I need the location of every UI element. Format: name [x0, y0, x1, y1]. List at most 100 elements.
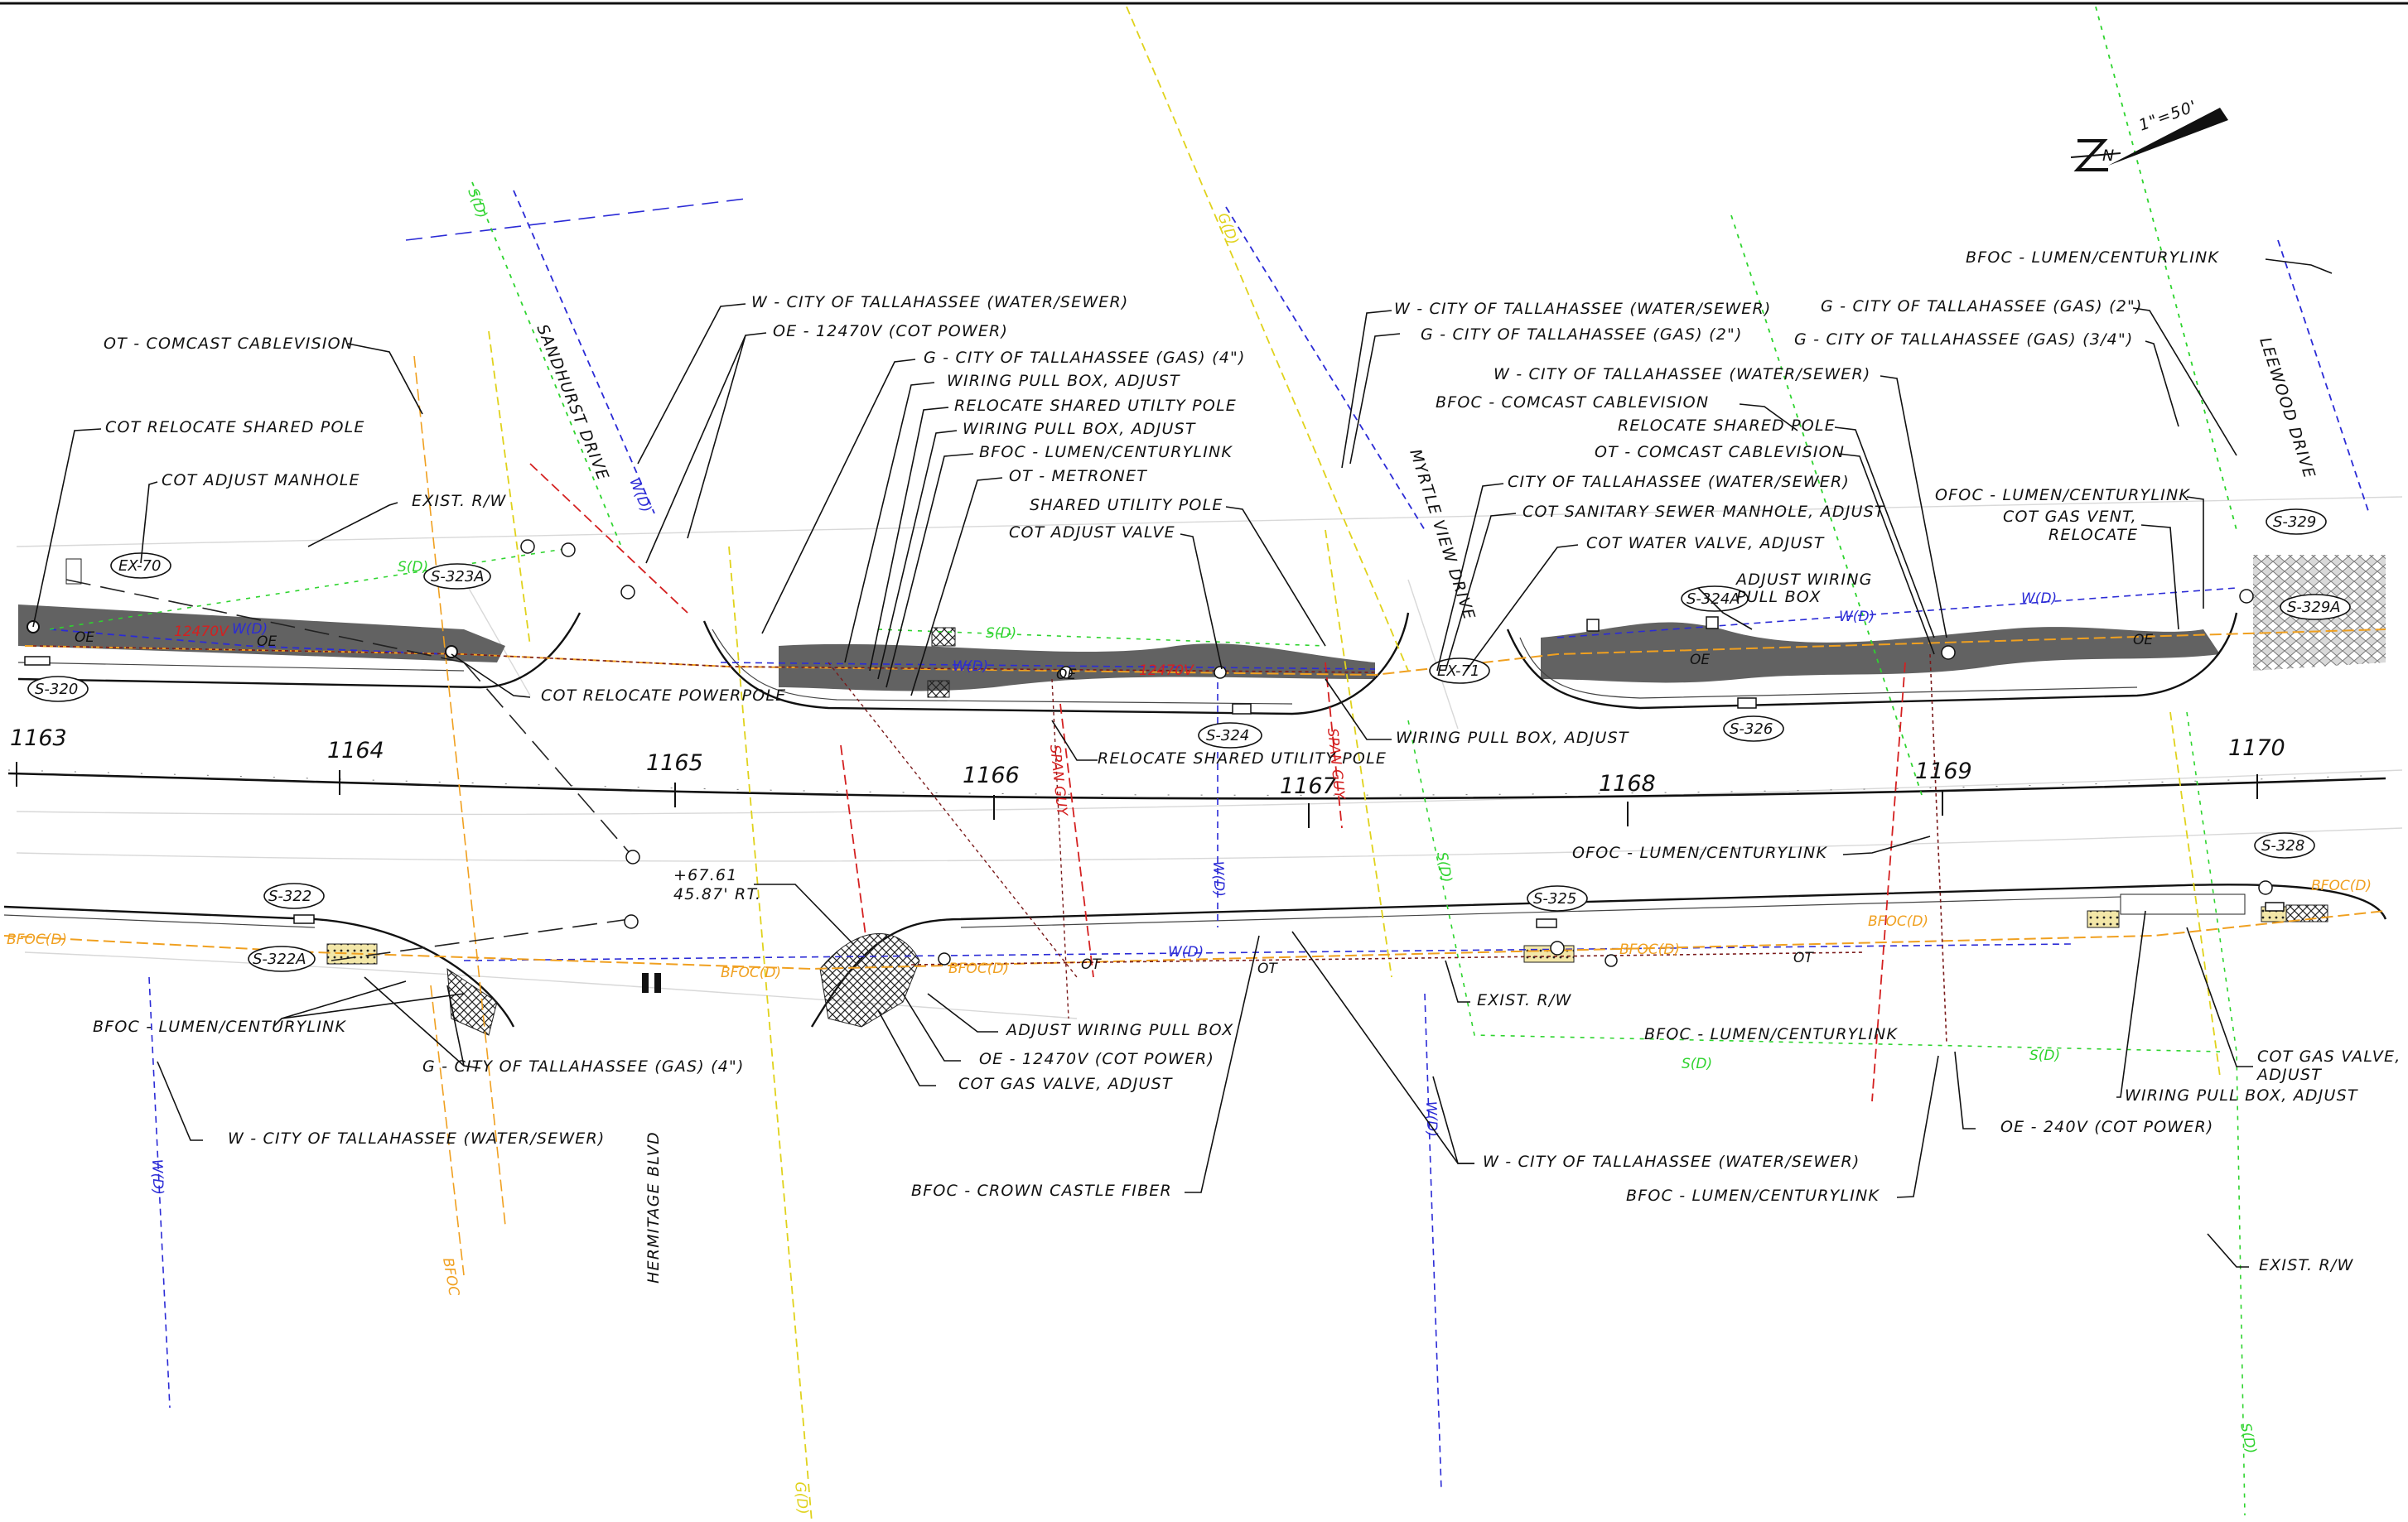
structure-tag: S-322 [263, 883, 325, 909]
street-name: SANDHURST DRIVE [533, 322, 612, 484]
svg-text:S-323A: S-323A [431, 568, 485, 585]
structure-tag: S-323A [423, 563, 491, 590]
svg-text:S-329: S-329 [2273, 513, 2316, 531]
callout-label: W - CITY OF TALLAHASSEE (WATER/SEWER) [228, 1129, 606, 1148]
callout-leaders [32, 258, 2333, 1268]
street-name: LEEWOOD DRIVE [2256, 335, 2319, 481]
station-labels: 1163 1164 1165 1166 1167 1168 1169 1170 [10, 725, 2285, 828]
sewer-tag: S(D) [1433, 850, 1455, 884]
sidewalk-east [1541, 622, 2220, 683]
curb-lines [3, 612, 2387, 1028]
callout-label: ADJUST [2256, 1066, 2322, 1084]
street-name: HERMITAGE BLVD [644, 1131, 663, 1284]
sewer-tag: S(D) [2237, 1422, 2259, 1456]
callout-label: WIRING PULL BOX, ADJUST [947, 372, 1180, 390]
callout-label: COT GAS VALVE, ADJUST [958, 1075, 1173, 1093]
water-tag: W(D) [2021, 590, 2057, 607]
pole-symbol [1605, 954, 1618, 967]
structure-tag: S-325 [1527, 885, 1588, 912]
callout-label: COT SANITARY SEWER MANHOLE, ADJUST [1522, 503, 1885, 521]
callout-label: PULL BOX [1736, 588, 1822, 606]
callout-label: BFOC - LUMEN/CENTURYLINK [1966, 248, 2219, 267]
callout-label: WIRING PULL BOX, ADJUST [2125, 1086, 2358, 1105]
svg-text:S-328: S-328 [2261, 837, 2304, 855]
sidewalk-center [779, 643, 1375, 691]
callout-label: RELOCATE SHARED UTILITY POLE [1098, 749, 1387, 768]
callout-label: EXIST. R/W [2259, 1256, 2354, 1274]
callout-label: COT RELOCATE POWERPOLE [541, 686, 786, 705]
pole-symbol [520, 539, 535, 554]
svg-text:S-320: S-320 [35, 681, 78, 698]
structure-tag: S-320 [27, 676, 89, 702]
power-tag: OE [1056, 667, 1076, 683]
svg-text:EX-70: EX-70 [118, 557, 161, 575]
pole-symbol [620, 585, 635, 600]
callout-label: W - CITY OF TALLAHASSEE (WATER/SEWER) [1394, 300, 1772, 318]
water-tag: W(D) [1422, 1101, 1440, 1137]
structure-tag: S-324A [1681, 585, 1749, 612]
sewer-tag: S(D) [1682, 1056, 1712, 1072]
fiber-tag: BFOC(D) [1868, 913, 1928, 930]
callout-label: OFOC - LUMEN/CENTURYLINK [1572, 844, 1827, 862]
callout-label: G - CITY OF TALLAHASSEE (GAS) (3/4") [1794, 330, 2134, 349]
station-label: 1170 [2228, 735, 2285, 761]
station-label: 1168 [1599, 771, 1656, 797]
callout-label: OT - COMCAST CABLEVISION [1595, 443, 1845, 461]
callout-label: COT GAS VENT, [2003, 508, 2137, 526]
voltage-tag: 12470V [174, 624, 229, 640]
callout-label: COT GAS VALVE, [2257, 1048, 2401, 1066]
callout-label: SHARED UTILITY POLE [1030, 496, 1223, 514]
svg-text:S-324: S-324 [1206, 727, 1249, 744]
structure-tag: S-326 [1723, 715, 1784, 742]
callout-label: COT WATER VALVE, ADJUST [1586, 534, 1825, 552]
structure-tag: EX-70 [110, 552, 171, 579]
pole-symbol [1941, 645, 1956, 660]
sewer-tag: S(D) [398, 559, 428, 576]
station-label: 1167 [1280, 773, 1337, 799]
callout-label: OFOC - LUMEN/CENTURYLINK [1935, 486, 2190, 504]
callout-label: CITY OF TALLAHASSEE (WATER/SEWER) [1508, 473, 1850, 491]
poles-and-manholes [24, 539, 2285, 967]
pole-symbol [1550, 941, 1565, 956]
utility-line-tags: W(D) W(D) W(D) W(D) W(D) W(D) W(D) W(D) … [7, 186, 2372, 1515]
valve-symbol [1059, 666, 1073, 679]
callout-label: W - CITY OF TALLAHASSEE (WATER/SEWER) [1494, 365, 1871, 383]
svg-text:EX-71: EX-71 [1437, 662, 1479, 680]
station-label: 1166 [963, 763, 1020, 788]
callout-label: COT ADJUST MANHOLE [162, 471, 360, 489]
road-centerline [7, 772, 2386, 800]
gas-tag: G(D) [791, 1481, 811, 1515]
fiber-tag: BFOC [439, 1256, 462, 1298]
callout-label: RELOCATE SHARED POLE [1618, 417, 1836, 435]
sewer-tag: S(D) [2029, 1048, 2060, 1064]
water-tag: W(D) [1168, 944, 1204, 961]
voltage-tag: 12470V [1139, 662, 1194, 679]
fiber-tag: BFOC(D) [2311, 878, 2372, 894]
pole-symbol [445, 645, 458, 658]
svg-text:S-325: S-325 [1533, 890, 1576, 908]
callout-label: ADJUST WIRING [1735, 571, 1873, 589]
callout-label: G - CITY OF TALLAHASSEE (GAS) (2") [1421, 325, 1743, 344]
structure-tag: S-322A [248, 946, 316, 972]
structure-tag: S-329A [2280, 594, 2351, 620]
north-symbol: N [2102, 147, 2115, 165]
callout-label: EXIST. R/W [412, 492, 507, 510]
fiber-tag: BFOC(D) [1619, 942, 1680, 958]
station-label: 1164 [327, 738, 384, 763]
pole-symbol [561, 542, 576, 557]
callout-label: OT - COMCAST CABLEVISION [104, 335, 354, 353]
callout-label: OT - METRONET [1009, 467, 1147, 485]
water-tag: W(D) [232, 621, 268, 638]
callout-label: RELOCATE [2048, 526, 2138, 544]
fiber-tag: BFOC(D) [721, 965, 781, 981]
water-tag: W(D) [1839, 609, 1875, 625]
water-line-sandhurst [513, 190, 655, 514]
pole-symbol [625, 850, 640, 865]
callout-label: BFOC - LUMEN/CENTURYLINK [1626, 1187, 1880, 1205]
pole-symbol [2239, 589, 2254, 604]
callout-label: COT RELOCATE SHARED POLE [105, 418, 365, 436]
callout-label: BFOC - LUMEN/CENTURYLINK [979, 443, 1233, 461]
callout-label: G - CITY OF TALLAHASSEE (GAS) (2") [1821, 297, 2143, 315]
station-label: 1169 [1915, 759, 1972, 784]
